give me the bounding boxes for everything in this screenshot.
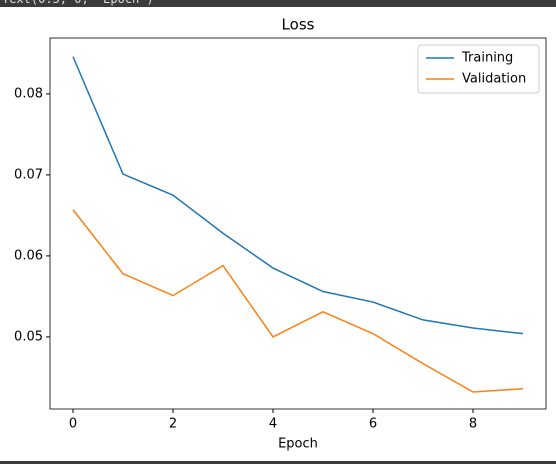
y-tick-label: 0.05 bbox=[14, 329, 43, 344]
y-tick-label: 0.06 bbox=[14, 248, 43, 263]
line-series bbox=[72, 56, 524, 335]
output-strip: Text(0.5, 0, 'Epoch') bbox=[0, 0, 556, 7]
x-tick-label: 0 bbox=[69, 417, 77, 432]
chart-title: Loss bbox=[282, 16, 315, 34]
legend-label: Validation bbox=[462, 72, 526, 87]
x-axis-label: Epoch bbox=[278, 437, 318, 452]
output-text: Text(0.5, 0, 'Epoch') bbox=[2, 0, 154, 6]
legend-box bbox=[417, 44, 540, 94]
y-tick-label: 0.08 bbox=[14, 86, 43, 101]
x-tick-label: 2 bbox=[169, 417, 177, 432]
plot-frame bbox=[49, 37, 547, 410]
y-tick-label: 0.07 bbox=[14, 167, 43, 182]
bottom-strip bbox=[0, 461, 556, 464]
legend-label: Training bbox=[461, 51, 513, 66]
x-tick-label: 4 bbox=[269, 417, 277, 432]
x-tick-label: 6 bbox=[369, 417, 377, 432]
x-tick-label: 8 bbox=[469, 417, 477, 432]
line-series bbox=[72, 209, 524, 393]
